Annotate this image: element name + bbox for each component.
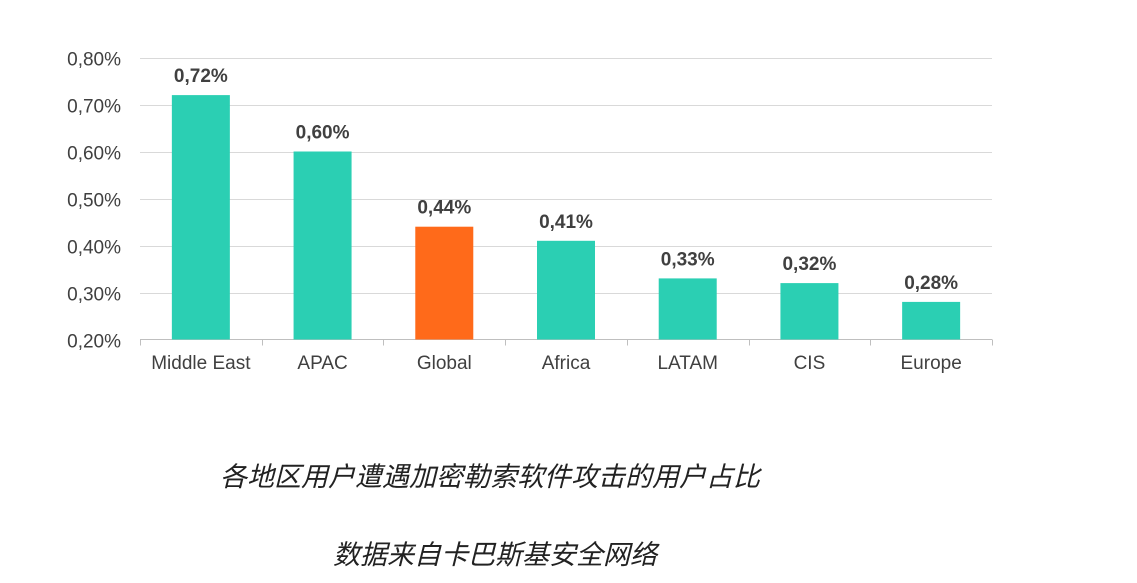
source-caption: 数据来自卡巴斯基安全网络 [333,540,657,571]
bars [171,95,961,340]
y-tick-label: 0,80% [67,50,121,71]
x-tick-label: APAC [297,353,347,374]
data-label: 0,33% [661,249,715,270]
x-tick-label: LATAM [657,353,718,374]
y-tick-label: 0,20% [67,332,121,353]
y-tick-label: 0,60% [67,144,121,165]
bar-chart: 0,20% 0,30% 0,40% 0,50% 0,60% 0,70% 0,80% 0,72… [67,50,993,374]
bar-apac [293,151,352,340]
y-tick-label: 0,40% [67,238,121,259]
bar-europe [902,301,961,340]
gridlines [140,58,992,294]
bar-africa [537,240,595,340]
x-tick-labels: Middle East APAC Global Africa LATAM CIS Europ… [151,353,962,374]
x-tick-label: CIS [794,353,826,374]
axes [140,339,993,346]
bar-global [415,226,474,340]
data-labels: 0,72% 0,60% 0,44% 0,41% 0,33% 0,32% 0,28% [174,66,958,294]
data-label: 0,44% [417,198,471,219]
x-tick-label: Global [417,353,472,374]
data-label: 0,41% [539,212,593,233]
data-label: 0,60% [296,123,350,144]
y-tick-labels: 0,20% 0,30% 0,40% 0,50% 0,60% 0,70% 0,80% [67,50,121,353]
x-tick-label: Africa [542,353,591,374]
chart-caption: 各地区用户遭遇加密勒索软件攻击的用户占比 [220,462,760,493]
bar-latam [658,278,717,340]
bar-middle-east [171,95,230,340]
y-tick-label: 0,30% [67,285,121,306]
y-tick-label: 0,50% [67,191,121,212]
x-tick-label: Europe [901,353,962,374]
y-tick-label: 0,70% [67,97,121,118]
bar-cis [780,283,839,340]
data-label: 0,28% [904,273,958,294]
data-label: 0,32% [782,254,836,275]
x-tick-label: Middle East [151,353,251,374]
data-label: 0,72% [174,66,228,87]
